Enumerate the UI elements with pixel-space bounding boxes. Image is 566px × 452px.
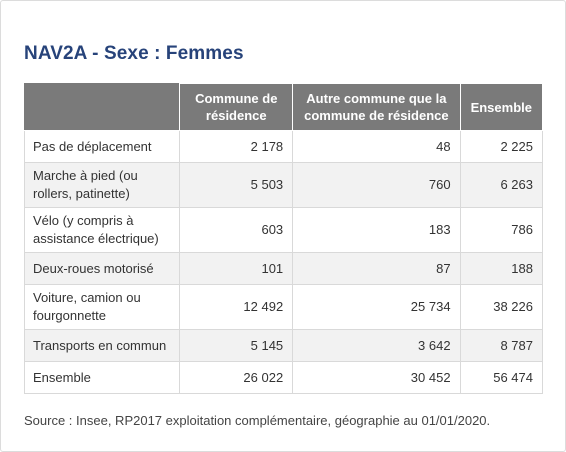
data-table: Commune de résidence Autre commune que l… <box>23 83 544 394</box>
row-label: Transports en commun <box>23 329 181 362</box>
cell-commune-residence: 26 022 <box>179 361 294 394</box>
row-label: Pas de déplacement <box>23 130 181 163</box>
cell-ensemble: 786 <box>459 207 544 253</box>
cell-autre-commune: 25 734 <box>292 284 461 330</box>
source-note: Source : Insee, RP2017 exploitation comp… <box>24 413 491 428</box>
cell-autre-commune: 3 642 <box>292 329 461 362</box>
row-label: Voiture, camion ou fourgonnette <box>23 284 181 330</box>
table-row: Marche à pied (ou rollers, patinette) 5 … <box>23 162 544 208</box>
cell-commune-residence: 603 <box>179 207 294 253</box>
table-row: Deux-roues motorisé 101 87 188 <box>23 252 544 285</box>
table-row: Vélo (y compris à assistance électrique)… <box>23 207 544 253</box>
header-ensemble: Ensemble <box>459 83 544 131</box>
cell-autre-commune: 183 <box>292 207 461 253</box>
cell-ensemble: 8 787 <box>459 329 544 362</box>
table-row: Pas de déplacement 2 178 48 2 225 <box>23 130 544 163</box>
cell-autre-commune: 30 452 <box>292 361 461 394</box>
row-label: Vélo (y compris à assistance électrique) <box>23 207 181 253</box>
cell-ensemble: 6 263 <box>459 162 544 208</box>
cell-ensemble: 56 474 <box>459 361 544 394</box>
cell-autre-commune: 48 <box>292 130 461 163</box>
row-label: Deux-roues motorisé <box>23 252 181 285</box>
table-row-total: Ensemble 26 022 30 452 56 474 <box>23 361 544 394</box>
table-row: Voiture, camion ou fourgonnette 12 492 2… <box>23 284 544 330</box>
cell-commune-residence: 5 145 <box>179 329 294 362</box>
cell-ensemble: 38 226 <box>459 284 544 330</box>
table-row: Transports en commun 5 145 3 642 8 787 <box>23 329 544 362</box>
header-autre-commune: Autre commune que la commune de résidenc… <box>292 83 461 131</box>
cell-commune-residence: 5 503 <box>179 162 294 208</box>
cell-ensemble: 2 225 <box>459 130 544 163</box>
table-title: NAV2A - Sexe : Femmes <box>24 43 244 64</box>
row-label: Marche à pied (ou rollers, patinette) <box>23 162 181 208</box>
cell-ensemble: 188 <box>459 252 544 285</box>
cell-autre-commune: 87 <box>292 252 461 285</box>
cell-commune-residence: 2 178 <box>179 130 294 163</box>
header-row: Commune de résidence Autre commune que l… <box>23 83 544 131</box>
cell-autre-commune: 760 <box>292 162 461 208</box>
cell-commune-residence: 12 492 <box>179 284 294 330</box>
header-corner <box>23 83 181 131</box>
header-commune-residence: Commune de résidence <box>179 83 294 131</box>
cell-commune-residence: 101 <box>179 252 294 285</box>
row-label: Ensemble <box>23 361 181 394</box>
